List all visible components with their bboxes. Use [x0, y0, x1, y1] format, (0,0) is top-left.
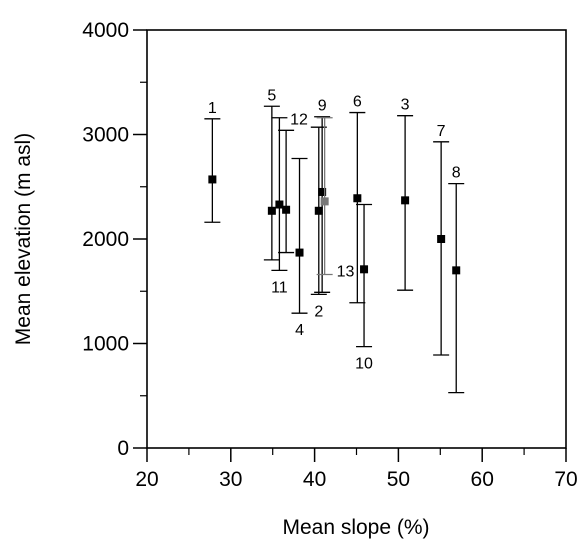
data-point-13: 13 — [316, 117, 355, 281]
y-tick-label: 3000 — [82, 124, 129, 147]
point-label: 5 — [267, 87, 276, 104]
data-point-4: 4 — [291, 157, 308, 339]
point-label: 8 — [452, 165, 461, 182]
point-marker — [320, 197, 329, 206]
y-axis: 0 1000 2000 3000 4000 — [82, 19, 147, 460]
y-tick-label: 4000 — [82, 19, 129, 42]
data-point-1: 1 — [204, 100, 221, 223]
data-point-12: 12 — [278, 111, 308, 254]
data-point-5: 5 — [263, 87, 280, 261]
x-tick-label: 50 — [387, 468, 410, 491]
point-marker — [282, 205, 291, 214]
point-marker — [314, 206, 323, 215]
point-marker — [267, 206, 276, 215]
data-point-6: 6 — [349, 94, 366, 304]
point-label: 11 — [271, 279, 288, 296]
point-label: 13 — [337, 264, 355, 281]
data-point-10: 10 — [355, 203, 373, 373]
point-label: 6 — [353, 94, 362, 111]
x-axis: 20 30 40 50 60 70 — [135, 448, 578, 491]
y-tick-label: 1000 — [82, 333, 129, 356]
y-tick-label: 0 — [117, 437, 129, 460]
point-label: 12 — [290, 111, 308, 128]
point-marker — [275, 200, 284, 209]
point-marker — [452, 266, 461, 275]
point-label: 2 — [314, 303, 323, 320]
data-point-7: 7 — [433, 123, 450, 356]
x-tick-label: 60 — [471, 468, 494, 491]
y-tick-label: 2000 — [82, 228, 129, 251]
point-label: 9 — [318, 98, 327, 115]
x-tick-label: 20 — [135, 468, 158, 491]
x-tick-label: 30 — [219, 468, 242, 491]
point-marker — [295, 248, 304, 257]
point-marker — [208, 175, 217, 184]
point-marker — [353, 194, 362, 203]
point-marker — [360, 265, 369, 274]
point-label: 1 — [208, 100, 217, 117]
point-marker — [401, 196, 410, 205]
data-point-3: 3 — [397, 97, 414, 291]
x-axis-title: Mean slope (%) — [282, 516, 429, 539]
point-marker — [437, 235, 446, 243]
point-label: 3 — [401, 97, 410, 114]
data-point-8: 8 — [448, 165, 465, 394]
y-axis-title: Mean elevation (m asl) — [12, 133, 35, 345]
x-tick-label: 70 — [554, 468, 577, 491]
point-label: 4 — [295, 322, 304, 339]
point-label: 10 — [355, 356, 373, 373]
point-marker — [318, 187, 327, 196]
x-tick-label: 40 — [303, 468, 326, 491]
data-point-11: 11 — [271, 117, 288, 296]
point-label: 7 — [437, 123, 446, 140]
